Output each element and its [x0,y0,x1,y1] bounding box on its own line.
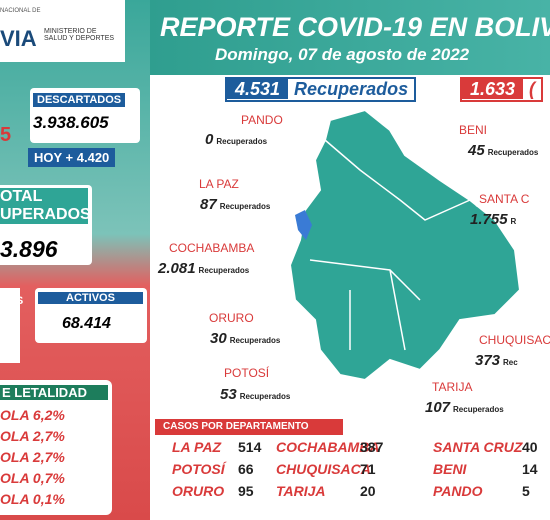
today: HOY + 4.420 [28,148,116,167]
recovered-box: 4.531 Recuperados [225,77,417,102]
case-name: TARIJA [276,483,326,499]
department-label: Rec [503,358,518,367]
case-value: 40 [522,439,538,455]
date: Domingo, 07 de agosto de 2022 [215,45,470,64]
logo-text: VIA [0,26,37,51]
department-label: Recuperados [229,336,281,345]
deaths-title: SOS [0,295,24,307]
case-name: PANDO [433,483,483,499]
department-value: 53 [220,386,237,403]
department-name: PANDO [237,112,287,128]
total-title: OTAL [0,188,43,205]
lethality-item: OLA 0,1% [0,491,65,507]
discarded-title: DESCARTADOS [33,93,126,107]
department-row: 1.755 R [470,211,516,229]
department-label: Recuperados [239,392,291,401]
case-name: COCHABAMBA [276,439,380,455]
case-value: 14 [522,461,538,477]
department-row: 45 Recuperados [468,142,538,160]
department-name: TARIJA [428,379,477,395]
map [288,108,522,382]
case-value: 71 [360,461,376,477]
lethality-item: OLA 2,7% [0,428,65,444]
active-value: 68.414 [62,315,111,332]
recovered-label: Recuperados [294,79,409,99]
deaths-card [0,288,20,363]
department-row: 107 Recuperados [425,399,504,417]
department-value: 1.755 [470,211,508,228]
department-label: Recuperados [219,202,271,211]
lethality-item: OLA 6,2% [0,407,65,423]
lake [295,210,312,240]
logo-box [0,0,125,62]
department-value: 2.081 [158,260,196,277]
department-name: COCHABAMBA [165,240,259,256]
lethality-item: OLA 0,7% [0,470,65,486]
map-borders [309,139,471,351]
department-name: CHUQUISAC [475,332,550,348]
top-value: 5 [0,124,12,146]
discarded-value: 3.938.605 [33,113,109,132]
department-name: ORURO [205,310,258,326]
case-name: BENI [433,461,467,477]
header-band [150,0,550,75]
department-row: 2.081 Recuperados [158,260,249,278]
title: REPORTE COVID-19 EN BOLIV [160,12,550,42]
case-value: 95 [238,483,254,499]
department-value: 373 [475,352,501,369]
department-row: 30 Recuperados [210,330,280,348]
active-title: ACTIVOS [38,292,143,304]
department-value: 87 [200,196,217,213]
total-value: 3.896 [0,236,58,262]
department-row: 53 Recuperados [220,386,290,404]
total-head: OTAL UPERADOS [0,188,91,224]
department-value: 107 [425,399,451,416]
case-value: 20 [360,483,376,499]
lethality-title: E LETALIDAD [0,385,108,400]
cases-title: CASOS POR DEPARTAMENTO [155,419,343,435]
case-value: 514 [238,439,262,455]
case-value: 66 [238,461,254,477]
department-name: LA PAZ [195,176,243,192]
case-value: 5 [522,483,530,499]
department-value: 30 [210,330,227,347]
cases-value: 1.633 [462,79,524,99]
department-row: 0 Recuperados [205,131,267,149]
lethality-item: OLA 2,7% [0,449,65,465]
department-label: Recuperados [198,266,250,275]
department-name: BENI [455,122,492,138]
case-name: POTOSÍ [172,461,225,477]
department-label: Recuperados [487,148,539,157]
lethality-card [0,380,112,515]
department-name: POTOSÍ [220,365,274,381]
ministry: MINISTERIO DE SALUD Y DEPORTES [44,28,115,42]
department-value: 45 [468,142,485,159]
recovered-value: 4.531 [227,79,289,99]
case-name: ORURO [172,483,225,499]
case-value: 387 [360,439,384,455]
department-value: 0 [205,131,214,148]
department-name: SANTA C [475,191,534,207]
logo-small: NACIONAL DE [0,8,41,14]
case-name: SANTA CRUZ [433,439,523,455]
case-name: LA PAZ [172,439,221,455]
cases-box: 1.633( [460,77,544,102]
cases-label: ( [529,79,536,99]
department-label: Recuperados [453,405,504,414]
department-row: 373 Rec [475,352,518,370]
department-label: Recuperados [216,137,268,146]
total-sub: UPERADOS [0,206,91,223]
case-name: CHUQUISACA [276,461,371,477]
department-row: 87 Recuperados [200,196,270,214]
department-label: R [510,217,517,226]
